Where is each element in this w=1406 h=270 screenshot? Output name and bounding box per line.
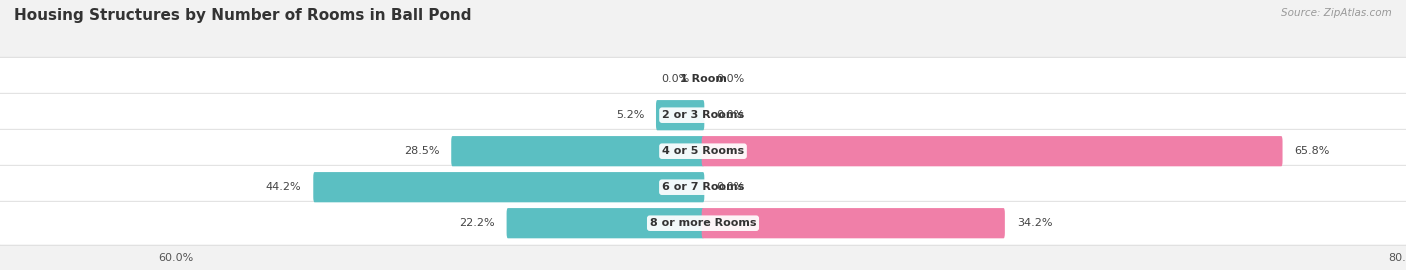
FancyBboxPatch shape [0,57,1406,101]
FancyBboxPatch shape [0,129,1406,173]
Text: 44.2%: 44.2% [266,182,301,192]
Text: 0.0%: 0.0% [716,74,744,84]
FancyBboxPatch shape [451,136,704,166]
Text: 65.8%: 65.8% [1295,146,1330,156]
Text: 28.5%: 28.5% [404,146,439,156]
FancyBboxPatch shape [0,93,1406,137]
FancyBboxPatch shape [0,165,1406,209]
FancyBboxPatch shape [702,208,1005,238]
FancyBboxPatch shape [657,100,704,130]
Text: 4 or 5 Rooms: 4 or 5 Rooms [662,146,744,156]
FancyBboxPatch shape [314,172,704,202]
FancyBboxPatch shape [0,201,1406,245]
Text: 34.2%: 34.2% [1017,218,1052,228]
FancyBboxPatch shape [506,208,704,238]
Text: 1 Room: 1 Room [679,74,727,84]
FancyBboxPatch shape [702,136,1282,166]
Text: Housing Structures by Number of Rooms in Ball Pond: Housing Structures by Number of Rooms in… [14,8,471,23]
Text: Source: ZipAtlas.com: Source: ZipAtlas.com [1281,8,1392,18]
Text: 0.0%: 0.0% [716,110,744,120]
Text: 0.0%: 0.0% [716,182,744,192]
Text: 8 or more Rooms: 8 or more Rooms [650,218,756,228]
Text: 6 or 7 Rooms: 6 or 7 Rooms [662,182,744,192]
Text: 5.2%: 5.2% [616,110,644,120]
Text: 2 or 3 Rooms: 2 or 3 Rooms [662,110,744,120]
Text: 22.2%: 22.2% [460,218,495,228]
Text: 0.0%: 0.0% [662,74,690,84]
